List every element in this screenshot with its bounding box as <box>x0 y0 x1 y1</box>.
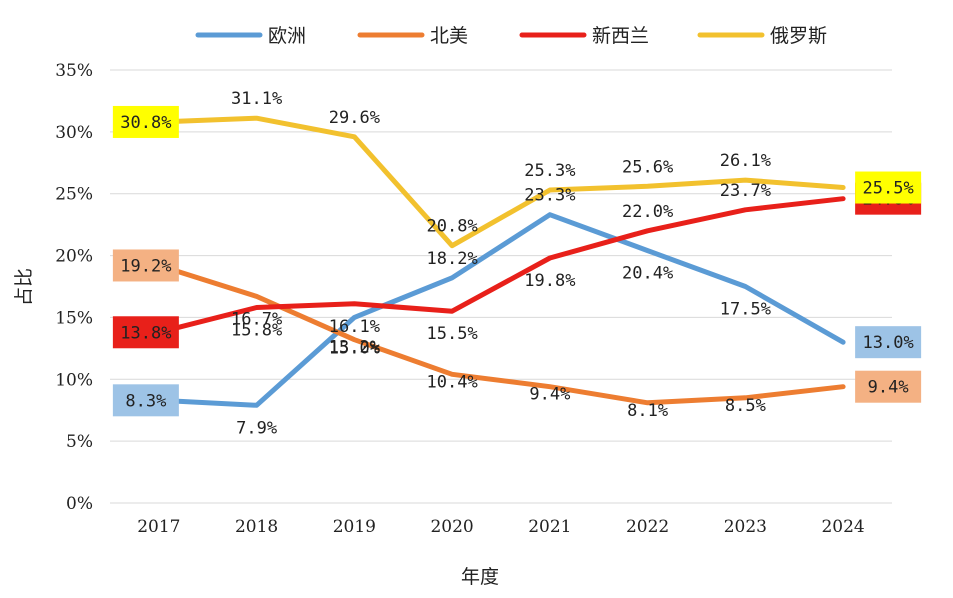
x-axis-title: 年度 <box>461 566 499 588</box>
data-label-box <box>112 249 179 282</box>
data-label: 25.3% <box>524 161 575 181</box>
x-axis-ticks: 2017 2018 2019 2020 2021 2022 2023 2024 <box>137 517 865 537</box>
x-tick-label: 2023 <box>724 517 767 537</box>
y-axis-ticks: 0% 5% 10% 15% 20% 25% 30% 35% <box>55 61 93 514</box>
legend-label: 北美 <box>430 25 468 47</box>
data-label: 19.8% <box>524 271 575 291</box>
data-label: 8.5% <box>725 396 766 416</box>
x-tick-label: 2018 <box>235 517 278 537</box>
data-label: 13.2% <box>329 338 380 358</box>
data-label: 9.4% <box>529 385 570 405</box>
data-labels: 8.3% 7.9% 15.0% 18.2% 23.3% 20.4% 17.5% 13.0% 19… <box>112 89 922 438</box>
data-label: 25.5% <box>863 179 914 199</box>
data-label: 19.2% <box>120 256 171 276</box>
y-tick-label: 0% <box>66 494 93 514</box>
data-label: 20.8% <box>427 217 478 237</box>
x-tick-label: 2017 <box>137 517 180 537</box>
y-tick-label: 5% <box>66 432 93 452</box>
x-tick-label: 2019 <box>333 517 376 537</box>
data-label: 23.7% <box>720 181 771 201</box>
data-label-box <box>112 384 179 417</box>
data-label: 29.6% <box>329 108 380 128</box>
legend-label: 欧洲 <box>268 25 306 47</box>
y-axis-title: 占比 <box>13 268 35 306</box>
data-label: 15.0% <box>329 338 380 358</box>
x-tick-label: 2022 <box>626 517 669 537</box>
legend-label: 俄罗斯 <box>770 25 827 47</box>
y-tick-label: 10% <box>55 370 93 390</box>
y-tick-label: 20% <box>55 247 93 267</box>
y-tick-label: 35% <box>55 61 93 81</box>
data-label: 9.4% <box>868 378 909 398</box>
data-label: 15.5% <box>427 324 478 344</box>
data-label: 20.4% <box>622 264 673 284</box>
series-lines <box>156 115 846 408</box>
x-tick-label: 2020 <box>430 517 473 537</box>
data-label-box <box>112 105 179 138</box>
data-label: 16.7% <box>231 309 282 329</box>
data-label: 8.1% <box>627 401 668 421</box>
data-label: 25.6% <box>622 157 673 177</box>
x-tick-label: 2021 <box>528 517 571 537</box>
data-label-box <box>112 316 179 349</box>
data-label-box <box>855 171 922 204</box>
series-line <box>156 263 846 406</box>
legend: 欧洲 北美 新西兰 俄罗斯 <box>195 25 827 47</box>
data-label: 15.8% <box>231 321 282 341</box>
legend-label: 新西兰 <box>592 25 649 47</box>
data-label: 17.5% <box>720 300 771 320</box>
data-label: 30.8% <box>120 113 171 133</box>
data-label: 26.1% <box>720 151 771 171</box>
data-label: 8.3% <box>125 391 166 411</box>
series-line <box>156 196 846 335</box>
series-line <box>156 115 846 249</box>
data-label-box <box>855 370 922 403</box>
data-label-box <box>855 326 922 359</box>
data-label: 10.4% <box>427 372 478 392</box>
data-label: 16.1% <box>329 317 380 337</box>
y-tick-label: 15% <box>55 308 93 328</box>
x-tick-label: 2024 <box>821 517 864 537</box>
y-tick-label: 25% <box>55 185 93 205</box>
data-label: 23.3% <box>524 186 575 206</box>
data-label: 31.1% <box>231 89 282 109</box>
data-label: 7.9% <box>236 418 277 438</box>
data-label: 18.2% <box>427 249 478 269</box>
series-line <box>156 212 846 408</box>
data-label: 22.0% <box>622 202 673 222</box>
y-tick-label: 30% <box>55 123 93 143</box>
data-label: 13.8% <box>120 323 171 343</box>
data-label: 13.0% <box>863 333 914 353</box>
